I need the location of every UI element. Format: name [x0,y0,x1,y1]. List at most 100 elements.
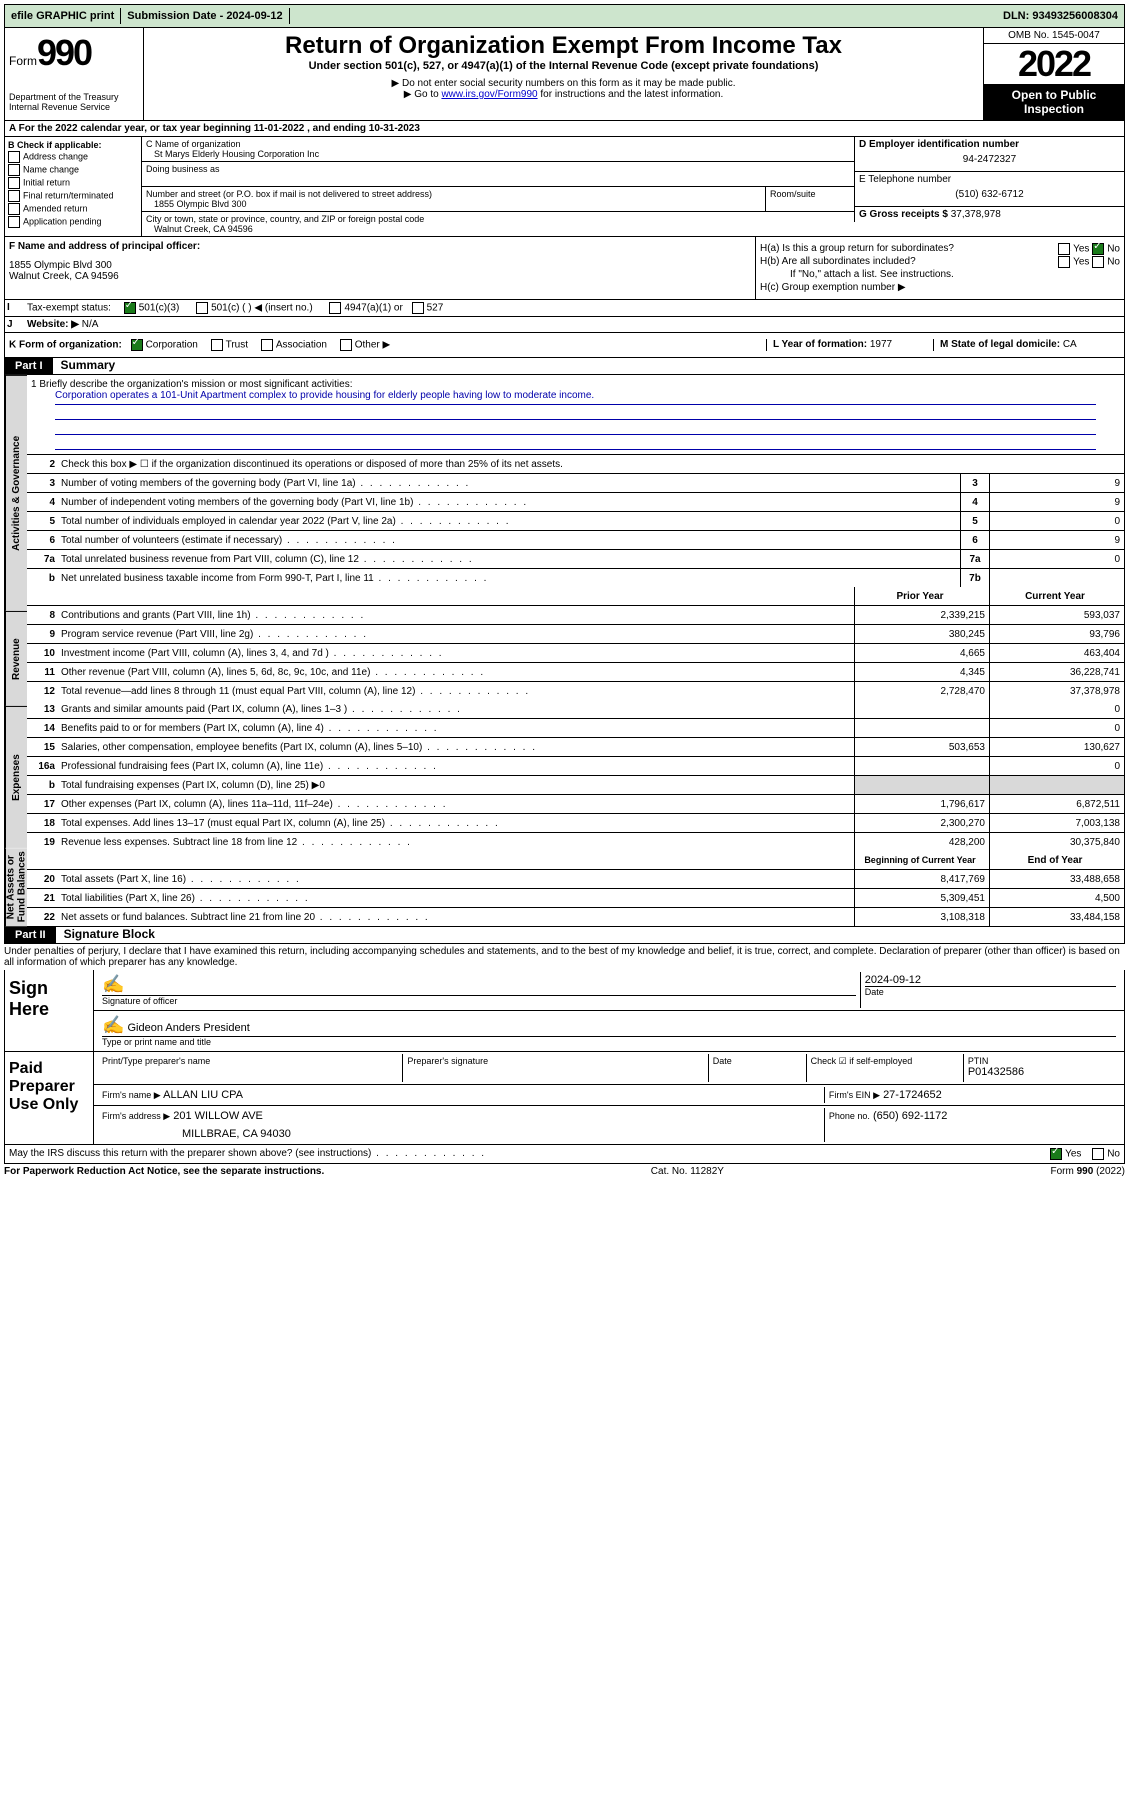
org-city: Walnut Creek, CA 94596 [146,224,850,234]
firm-name: ALLAN LIU CPA [163,1089,243,1101]
dba-cell: Doing business as [141,162,854,187]
summary-body: 1 Briefly describe the organization's mi… [27,375,1124,926]
phone-value: (510) 632-6712 [859,185,1120,204]
line-17: 17Other expenses (Part IX, column (A), l… [27,795,1124,814]
sign-here-label: Sign Here [5,970,93,1051]
header-mid: Return of Organization Exempt From Incom… [144,28,984,120]
line-3: 3Number of voting members of the governi… [27,474,1124,493]
paid-preparer-block: Paid Preparer Use Only Print/Type prepar… [4,1052,1125,1145]
org-info-block: B Check if applicable: Address change Na… [4,137,1125,237]
chk-final[interactable]: Final return/terminated [8,190,138,202]
line-16a: 16aProfessional fundraising fees (Part I… [27,757,1124,776]
vtab-expenses: Expenses [5,706,27,848]
vtab-revenue: Revenue [5,611,27,706]
tax-exempt-status: Tax-exempt status: 501(c)(3) 501(c) ( ) … [25,300,1124,316]
header-left: Form990 Department of the Treasury Inter… [5,28,144,120]
header-right: OMB No. 1545-0047 2022 Open to Public In… [984,28,1124,120]
row-k: K Form of organization: Corporation Trus… [4,333,1125,358]
chk-initial[interactable]: Initial return [8,177,138,189]
firm-addr: 201 WILLOW AVE [173,1110,263,1122]
footer: For Paperwork Reduction Act Notice, see … [4,1164,1125,1179]
org-name: St Marys Elderly Housing Corporation Inc [146,149,850,159]
section-f-h: F Name and address of principal officer:… [4,237,1125,300]
row-i: I Tax-exempt status: 501(c)(3) 501(c) ( … [4,300,1125,317]
firm-ein: 27-1724652 [883,1089,942,1101]
group-return: H(a) Is this a group return for subordin… [756,237,1124,299]
gross-receipts: G Gross receipts $ 37,378,978 [854,207,1124,222]
ein-cell: D Employer identification number 94-2472… [854,137,1124,172]
efile-label[interactable]: efile GRAPHIC print [5,8,121,24]
chk-name[interactable]: Name change [8,164,138,176]
tax-year: 2022 [984,44,1124,84]
line-11: 11Other revenue (Part VIII, column (A), … [27,663,1124,682]
line-14: 14Benefits paid to or for members (Part … [27,719,1124,738]
phone-cell: E Telephone number (510) 632-6712 [854,172,1124,207]
footer-left: For Paperwork Reduction Act Notice, see … [4,1166,324,1177]
form-number: Form990 [9,32,139,74]
col-header-row-2: Beginning of Current Year End of Year [27,851,1124,870]
sign-here-block: Sign Here ✍Signature of officer 2024-09-… [4,970,1125,1052]
line-19: 19Revenue less expenses. Subtract line 1… [27,833,1124,851]
part2-header: Part IISignature Block [4,927,1125,944]
footer-mid: Cat. No. 11282Y [651,1166,724,1177]
paid-prep-label: Paid Preparer Use Only [5,1052,93,1144]
vtab-governance: Activities & Governance [5,375,27,611]
line-2: 2Check this box ▶ ☐ if the organization … [27,455,1124,474]
chk-address[interactable]: Address change [8,151,138,163]
address-cell: Number and street (or P.O. box if mail i… [141,187,854,212]
ptin-value: P01432586 [968,1066,1116,1078]
col-header-row: Prior Year Current Year [27,587,1124,606]
ein-value: 94-2472327 [859,150,1120,169]
irs-label: Internal Revenue Service [9,102,139,112]
principal-officer: F Name and address of principal officer:… [5,237,756,299]
omb-number: OMB No. 1545-0047 [984,28,1124,44]
open-public-badge: Open to Public Inspection [984,84,1124,120]
room-suite: Room/suite [766,187,854,211]
col-b-checks: B Check if applicable: Address change Na… [5,137,141,236]
mission-text: Corporation operates a 101-Unit Apartmen… [55,390,1096,405]
may-irs-row: May the IRS discuss this return with the… [4,1145,1125,1164]
dln: DLN: 93493256008304 [997,8,1124,24]
line-7a: 7aTotal unrelated business revenue from … [27,550,1124,569]
city-cell: City or town, state or province, country… [141,212,854,236]
line-b: bTotal fundraising expenses (Part IX, co… [27,776,1124,795]
line-22: 22Net assets or fund balances. Subtract … [27,908,1124,926]
line-12: 12Total revenue—add lines 8 through 11 (… [27,682,1124,700]
note-2: ▶ Go to www.irs.gov/Form990 for instruct… [150,89,977,100]
line-9: 9Program service revenue (Part VIII, lin… [27,625,1124,644]
sign-date: 2024-09-12 [865,974,1116,986]
line-18: 18Total expenses. Add lines 13–17 (must … [27,814,1124,833]
line-10: 10Investment income (Part VIII, column (… [27,644,1124,663]
line-13: 13Grants and similar amounts paid (Part … [27,700,1124,719]
form-subtitle: Under section 501(c), 527, or 4947(a)(1)… [150,60,977,72]
firm-phone: (650) 692-1172 [873,1110,947,1122]
line-6: 6Total number of volunteers (estimate if… [27,531,1124,550]
officer-name: Gideon Anders President [127,1022,249,1034]
line-4: 4Number of independent voting members of… [27,493,1124,512]
website-value: N/A [82,319,99,330]
vtab-stack: Activities & Governance Revenue Expenses… [5,375,27,926]
row-j: J Website: ▶ N/A [4,317,1125,333]
line-20: 20Total assets (Part X, line 16)8,417,76… [27,870,1124,889]
mission-block: 1 Briefly describe the organization's mi… [27,375,1124,455]
footer-right: Form 990 (2022) [1051,1166,1125,1177]
line-15: 15Salaries, other compensation, employee… [27,738,1124,757]
dept-label: Department of the Treasury [9,92,139,102]
period-line: A For the 2022 calendar year, or tax yea… [4,121,1125,137]
top-bar: efile GRAPHIC print Submission Date - 20… [4,4,1125,28]
submission-date: Submission Date - 2024-09-12 [121,8,289,24]
line-b: bNet unrelated business taxable income f… [27,569,1124,587]
org-name-cell: C Name of organization St Marys Elderly … [141,137,854,162]
form-header: Form990 Department of the Treasury Inter… [4,28,1125,121]
chk-pending[interactable]: Application pending [8,216,138,228]
line-21: 21Total liabilities (Part X, line 26)5,3… [27,889,1124,908]
summary-table: Activities & Governance Revenue Expenses… [4,375,1125,927]
form990-link[interactable]: www.irs.gov/Form990 [441,89,537,100]
line-8: 8Contributions and grants (Part VIII, li… [27,606,1124,625]
chk-amended[interactable]: Amended return [8,203,138,215]
org-address: 1855 Olympic Blvd 300 [146,199,761,209]
note-1: ▶ Do not enter social security numbers o… [150,78,977,89]
right-info: D Employer identification number 94-2472… [854,137,1124,236]
vtab-netassets: Net Assets or Fund Balances [5,848,27,926]
line-5: 5Total number of individuals employed in… [27,512,1124,531]
